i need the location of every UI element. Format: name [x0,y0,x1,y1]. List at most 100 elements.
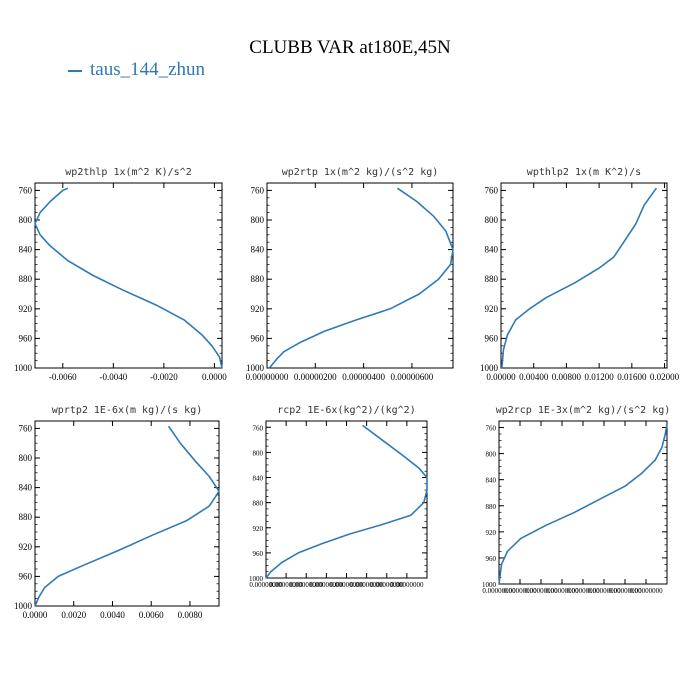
series-line [498,424,668,585]
y-tick-label: 760 [253,424,264,432]
x-tick-label: -0.0020 [150,372,178,382]
y-tick-label: 880 [251,274,265,284]
y-tick-label: 840 [19,245,33,255]
y-tick-label: 880 [485,274,499,284]
x-tick-label: -0.0060 [49,372,77,382]
y-tick-label: 880 [253,500,264,508]
legend-line-icon [68,69,82,72]
panel-2: wp2rtp 1x(m^2 kg)/(s^2 kg) 760 800 840 880 92… [246,167,454,382]
y-tick-label: 800 [251,215,265,225]
panel-title: wp2thlp 1x(m^2 K)/s^2 [65,167,191,178]
x-tick-label: 0.00000 [486,372,516,382]
panel-4: wprtp2 1E-6x(m kg)/(s kg) 760 800 840 880 920… [14,405,220,620]
panel-6: wp2rcp 1E-3x(m^2 kg)/(s^2 kg) 760 800 840 88… [482,405,670,595]
plot-frame [266,182,454,369]
y-tick-label: 1000 [246,363,265,373]
y-tick-label: 960 [19,333,33,343]
x-tick-label: 0.00000000 [482,587,516,595]
panel-3: wpthlp2 1x(m K^2)/s 760 800 840 880 920 960 100… [480,167,680,382]
y-tick-label: 880 [486,503,497,511]
panel-title: rcp2 1E-6x(kg^2)/(kg^2) [277,405,415,416]
y-tick-label: 1000 [482,581,497,589]
y-tick-label: 760 [485,185,499,195]
x-tick-label: 0.01600 [617,372,647,382]
y-tick-label: 960 [253,550,264,558]
x-tick-label: 0.00000000 [330,581,364,589]
y-tick-label: 920 [251,304,265,314]
x-tick-label: 0.00000000 [608,587,642,595]
y-tick-label: 840 [253,475,264,483]
x-tick-label: 0.00000000 [350,581,384,589]
y-tick-label: 800 [19,453,33,463]
x-tick-label: 0.0000 [202,372,227,382]
plot-frame [34,182,223,369]
x-tick-label: 0.00000000 [246,372,289,382]
x-tick-label: 0.00000600 [391,372,434,382]
y-tick-label: 920 [486,529,497,537]
x-tick-label: 0.00800 [552,372,582,382]
series-line [34,187,223,369]
y-tick-label: 760 [486,425,497,433]
y-tick-label: 760 [19,185,33,195]
x-tick-label: 0.00000000 [249,581,283,589]
x-tick-label: 0.00000000 [310,581,344,589]
x-tick-label: 0.00000200 [294,372,337,382]
legend-label: taus_144_zhun [90,59,206,80]
x-tick-label: 0.00000000 [524,587,558,595]
y-tick-label: 960 [485,333,499,343]
x-tick-label: 0.0040 [100,610,125,620]
x-tick-label: 0.00000000 [545,587,579,595]
y-tick-label: 1000 [480,363,499,373]
y-tick-label: 920 [19,304,33,314]
panel-title: wprtp2 1E-6x(m kg)/(s kg) [52,405,203,416]
x-tick-label: 0.02000 [650,372,680,382]
x-tick-label: 0.00000000 [503,587,537,595]
y-tick-label: 760 [19,423,33,433]
x-tick-label: 0.00000000 [290,581,324,589]
series-line [268,187,454,369]
panel-5: rcp2 1E-6x(kg^2)/(kg^2) 760 800 840 880 920 96… [249,405,428,589]
y-tick-label: 840 [486,477,497,485]
y-tick-label: 880 [19,274,33,284]
y-tick-label: 880 [19,512,33,522]
series-line [501,187,658,369]
y-tick-label: 800 [486,451,497,459]
y-tick-label: 1000 [14,363,33,373]
plot-frame [265,420,428,579]
series-line [265,424,428,579]
x-tick-label: 0.00000400 [342,372,385,382]
x-tick-label: 0.0020 [61,610,86,620]
y-tick-label: 800 [253,449,264,457]
x-tick-label: 0.00000000 [390,581,424,589]
x-tick-label: 0.00000000 [270,581,304,589]
y-tick-label: 1000 [14,601,33,611]
panel-title: wpthlp2 1x(m K^2)/s [527,167,641,178]
x-tick-label: 0.0080 [178,610,203,620]
x-tick-label: 0.0000 [23,610,48,620]
y-tick-label: 840 [19,483,33,493]
panel-title: wp2rtp 1x(m^2 kg)/(s^2 kg) [282,167,439,178]
plot-frame [34,420,220,607]
figure-title: CLUBB VAR at180E,45N [249,37,451,58]
y-tick-label: 960 [19,571,33,581]
plot-frame [500,182,668,369]
y-tick-label: 920 [485,304,499,314]
y-tick-label: 840 [485,245,499,255]
x-tick-label: 0.0060 [139,610,164,620]
x-tick-label: -0.0040 [99,372,127,382]
plot-frame [498,420,668,585]
legend: taus_144_zhun [68,59,205,81]
y-tick-label: 1000 [249,575,264,583]
x-tick-label: 0.01200 [585,372,615,382]
y-tick-label: 960 [251,333,265,343]
y-tick-label: 800 [485,215,499,225]
x-tick-label: 0.00000000 [566,587,600,595]
y-tick-label: 960 [486,555,497,563]
y-tick-label: 920 [19,542,33,552]
panel-1: wp2thlp 1x(m^2 K)/s^2 760 800 840 880 920 960 1… [14,167,227,382]
x-tick-label: 0.00000000 [587,587,621,595]
panel-title: wp2rcp 1E-3x(m^2 kg)/(s^2 kg) [496,405,671,416]
y-tick-label: 920 [253,525,264,533]
x-tick-label: 0.00000000 [370,581,404,589]
